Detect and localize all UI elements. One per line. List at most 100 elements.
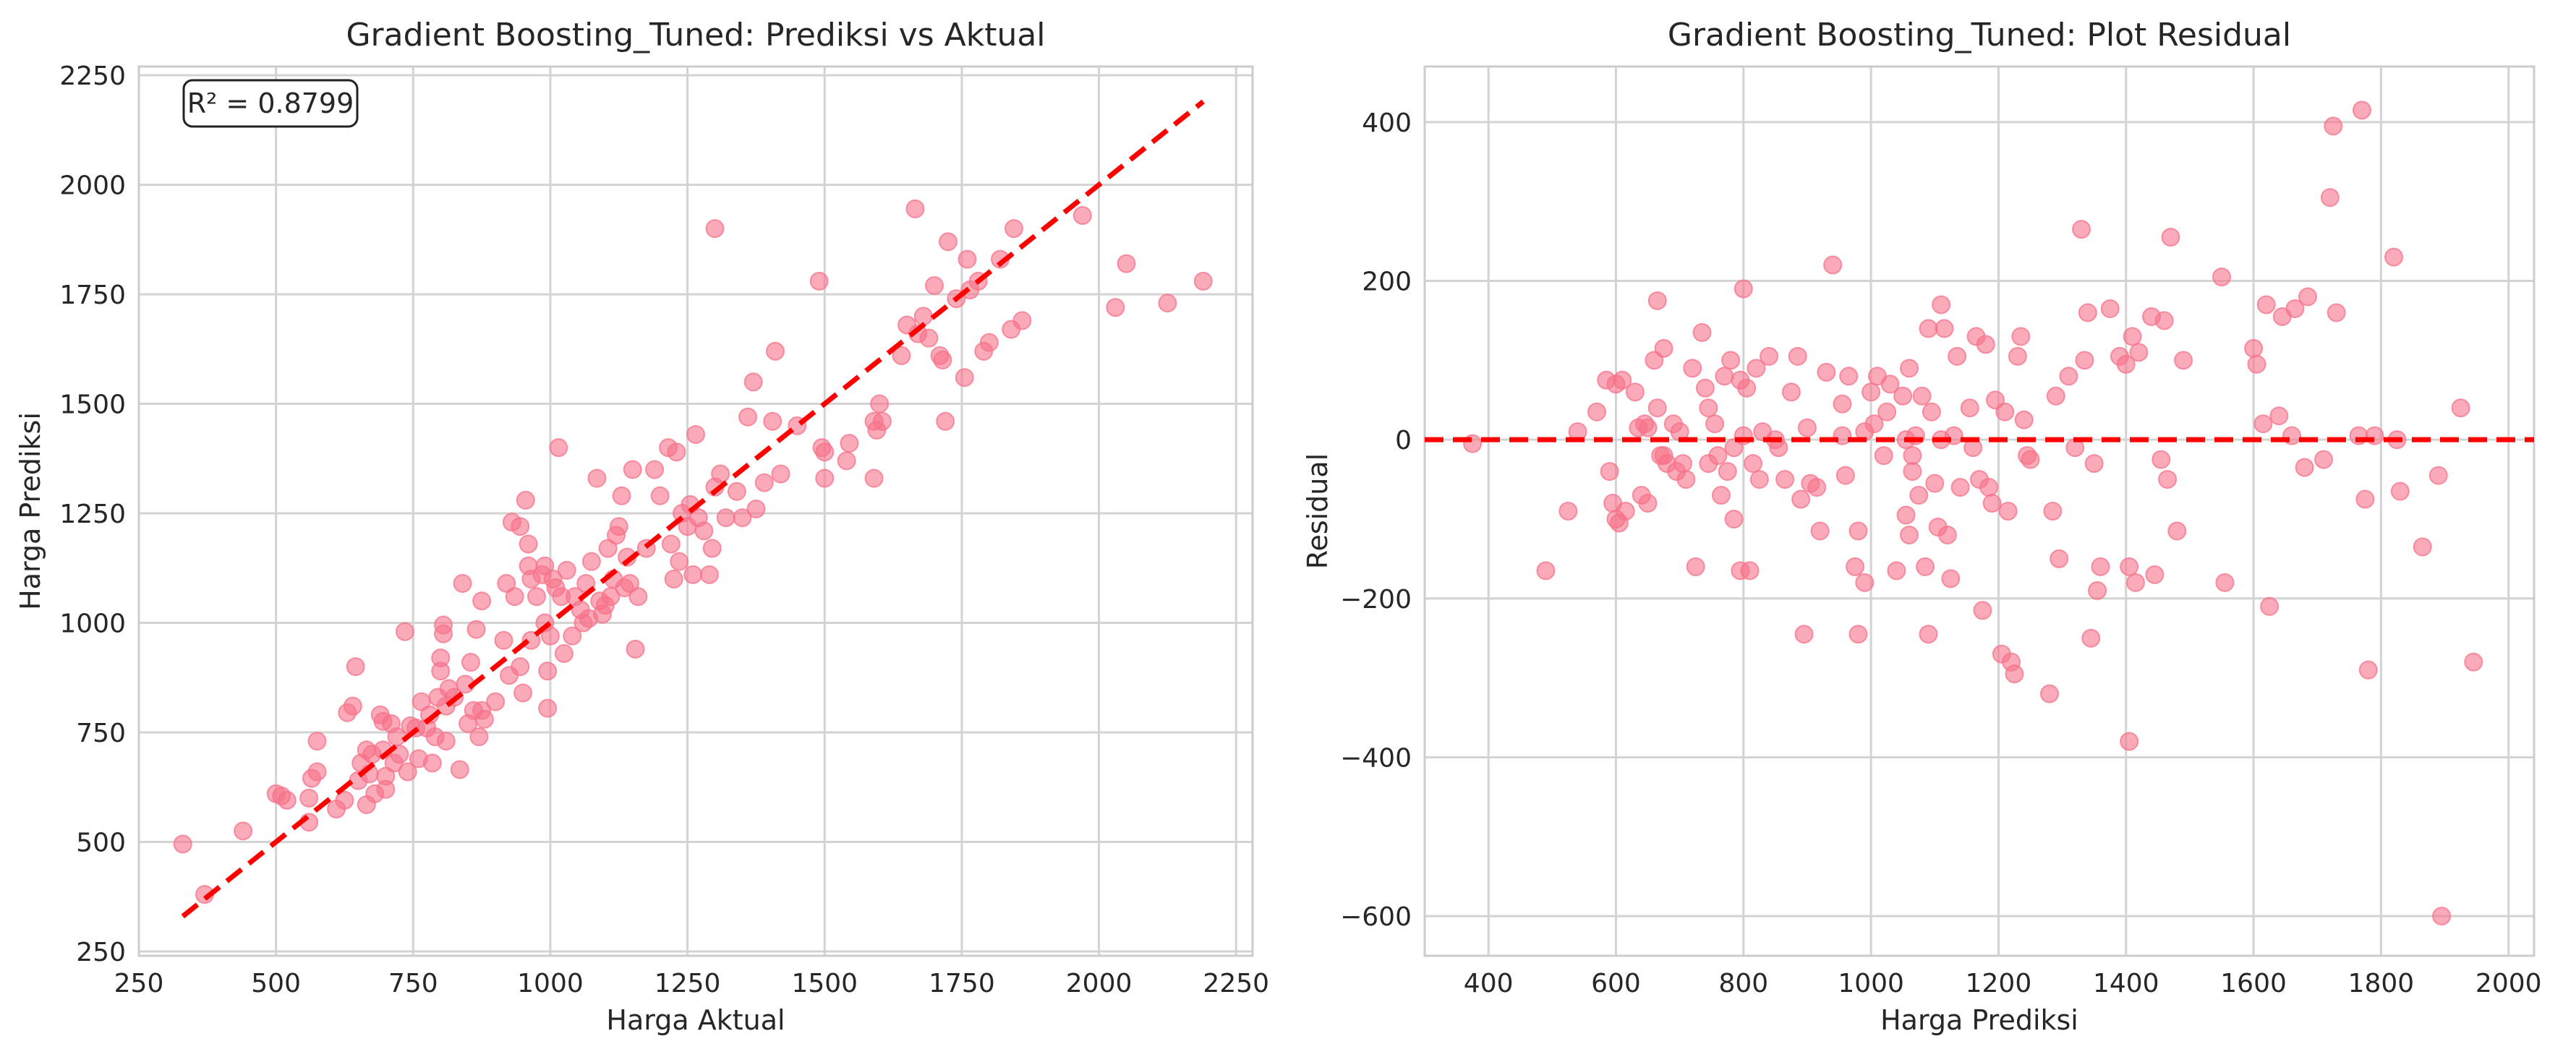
right-data-point (2120, 557, 2139, 576)
left-data-point (461, 653, 480, 672)
right-data-point (1558, 502, 1578, 521)
right-data-point (1721, 351, 1741, 370)
left-data-point (626, 639, 645, 659)
right-data-point (2295, 458, 2314, 477)
left-data-point (716, 508, 735, 528)
right-x-tick-label: 800 (1718, 969, 1768, 998)
left-data-point (705, 219, 725, 239)
right-data-point (1877, 402, 1897, 421)
left-x-tick-label: 2250 (1203, 969, 1269, 998)
left-data-point (516, 490, 535, 510)
right-data-point (1893, 386, 1913, 406)
left-data-point (346, 657, 365, 677)
right-points (1463, 100, 2483, 926)
right-data-point (2084, 454, 2104, 474)
right-data-point (1638, 418, 1658, 437)
left-data-point (505, 587, 524, 607)
right-data-point (2059, 367, 2078, 386)
left-y-tick-label: 750 (76, 719, 126, 748)
left-data-point (733, 508, 752, 528)
right-data-point (1715, 367, 1734, 386)
left-data-point (549, 438, 568, 458)
left-data-point (609, 517, 628, 536)
left-data-point (650, 486, 670, 505)
right-plot-frame (1423, 65, 2536, 957)
left-data-point (1158, 294, 1177, 313)
right-data-point (2011, 327, 2031, 346)
right-data-point (1823, 255, 1843, 275)
left-data-point (557, 560, 576, 580)
left-data-point (979, 333, 999, 352)
left-data-point (1117, 254, 1136, 273)
right-data-point (1973, 601, 1992, 620)
right-data-point (1948, 346, 1967, 366)
right-data-point (2088, 581, 2107, 600)
left-y-tick-label: 2000 (59, 171, 126, 201)
right-data-point (2161, 228, 2180, 247)
left-y-tick-label: 2250 (59, 61, 126, 91)
right-data-point (1683, 359, 1702, 378)
left-xticks: 250 500 750 1000 1250 1500 1750 2000 2250 (114, 969, 1269, 998)
left-data-point (398, 762, 417, 782)
right-data-point (1737, 378, 1757, 398)
right-data-point (1673, 454, 1693, 474)
right-data-point (1740, 561, 1760, 581)
left-data-point (511, 657, 530, 677)
left-x-tick-label: 250 (114, 969, 164, 998)
left-data-point (771, 464, 790, 484)
left-data-point (667, 442, 686, 462)
panel-prediksi-vs-aktual: R² = 0.8799 250 500 750 1000 1250 1500 1750 200… (14, 17, 1269, 1036)
right-data-point (1638, 494, 1658, 513)
right-data-point (1903, 446, 1922, 466)
left-data-point (699, 565, 719, 584)
left-x-axis-label: Harga Aktual (606, 1004, 785, 1036)
left-data-point (864, 468, 884, 488)
left-data-point (466, 620, 486, 639)
left-y-tick-label: 1500 (59, 390, 126, 420)
left-data-point (645, 460, 665, 479)
right-data-point (2269, 406, 2289, 426)
right-data-point (1848, 521, 1868, 541)
right-data-point (1833, 394, 1852, 414)
left-data-point (581, 552, 601, 571)
right-data-point (2151, 450, 2171, 469)
right-data-point (2260, 596, 2279, 616)
left-data-point (919, 328, 939, 348)
left-data-point (743, 372, 763, 392)
right-y-tick-label: 400 (1362, 108, 1412, 138)
left-data-point (958, 249, 977, 269)
right-data-point (2432, 907, 2452, 926)
right-data-point (1600, 462, 1619, 482)
left-data-point (840, 434, 859, 453)
left-x-tick-label: 1500 (791, 969, 858, 998)
left-data-point (538, 698, 558, 718)
left-data-point (563, 626, 582, 646)
right-y-tick-label: 0 (1395, 426, 1412, 455)
panel-plot-residual: 400 600 800 1000 1200 1400 1600 1800 2000 −600−4… (1302, 17, 2542, 1036)
right-data-point (2145, 565, 2165, 584)
right-data-point (1807, 478, 1827, 497)
right-data-point (2428, 466, 2448, 485)
left-x-tick-label: 750 (388, 969, 438, 998)
right-data-point (2078, 303, 2097, 322)
right-data-point (2244, 338, 2264, 358)
left-y-tick-label: 1250 (59, 500, 126, 529)
right-data-point (1916, 557, 1935, 576)
right-data-point (2014, 410, 2034, 429)
left-data-point (436, 732, 456, 751)
left-data-point (686, 424, 705, 444)
left-data-point (872, 411, 892, 431)
left-data-point (809, 271, 829, 291)
right-data-point (1900, 359, 1919, 378)
left-data-point (1193, 271, 1213, 291)
right-data-point (2451, 398, 2470, 418)
right-y-tick-label: 200 (1362, 268, 1412, 297)
right-data-point (1922, 402, 1941, 421)
left-data-point (892, 346, 911, 365)
right-data-point (1912, 386, 1932, 406)
left-data-point (554, 643, 573, 663)
right-data-point (1791, 489, 1811, 509)
right-data-point (2129, 343, 2149, 362)
right-data-point (1846, 557, 1865, 576)
left-data-point (450, 760, 469, 779)
